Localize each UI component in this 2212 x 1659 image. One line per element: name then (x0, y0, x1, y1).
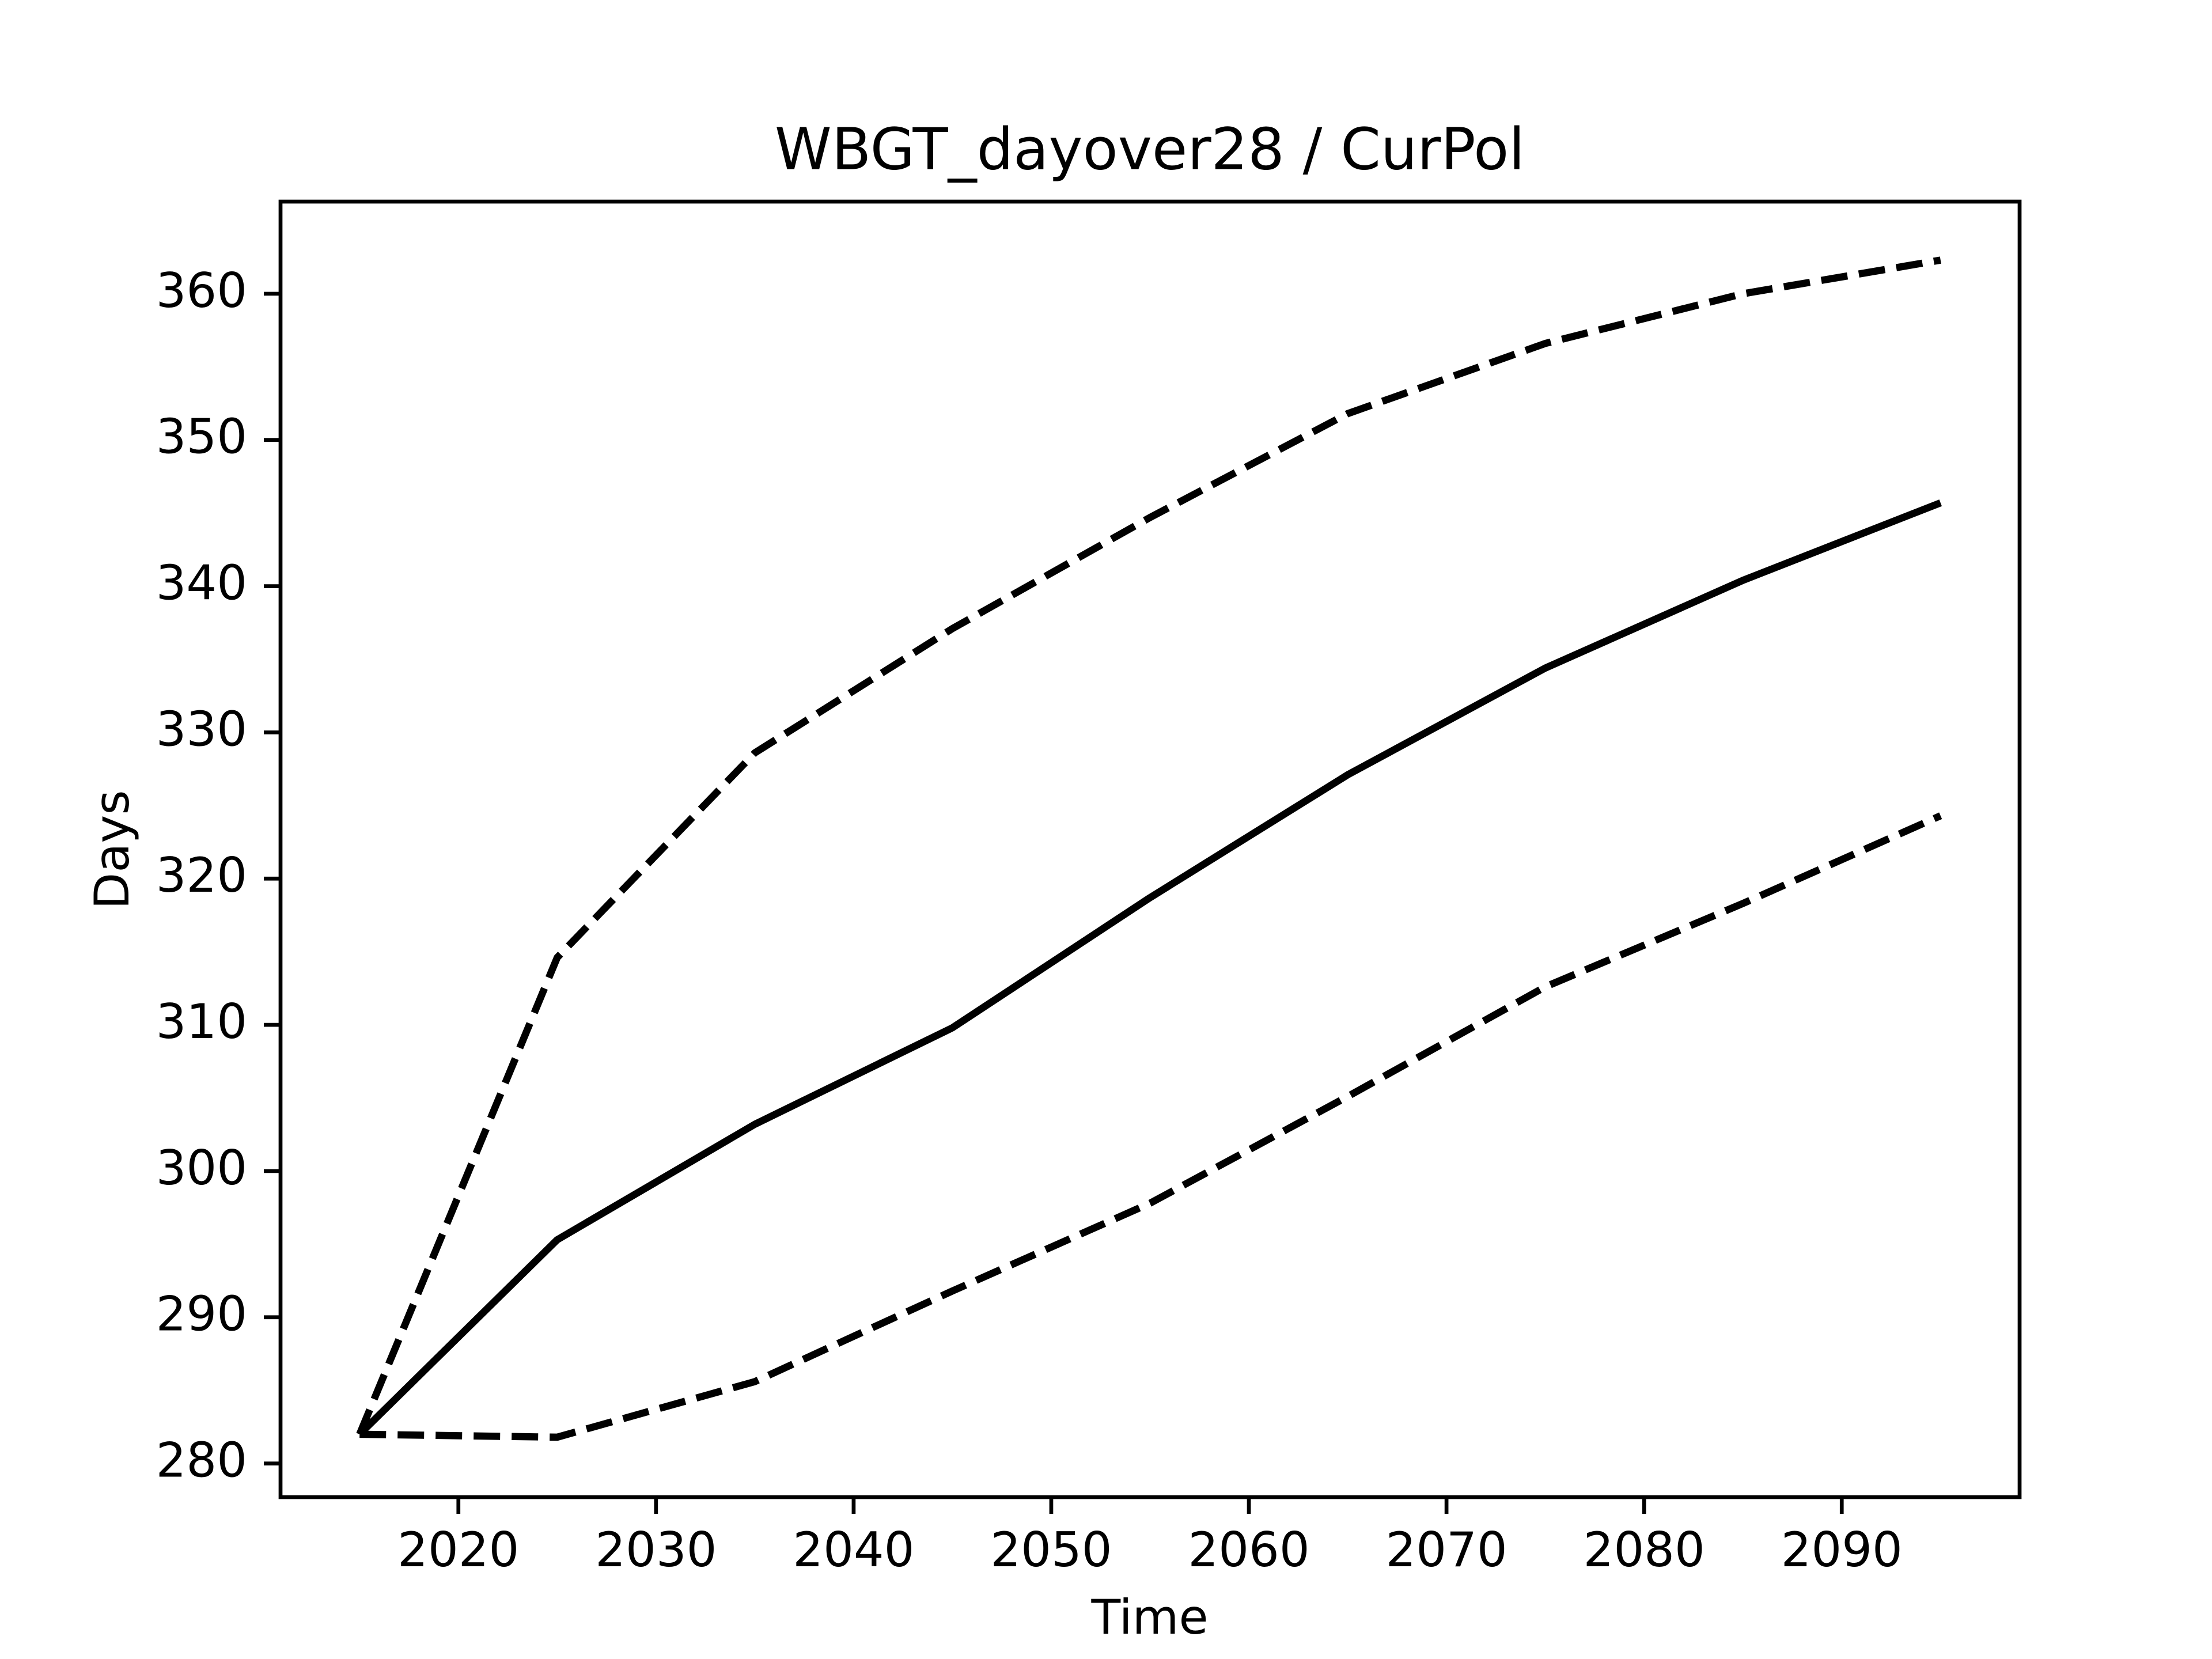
y-tick-label: 350 (156, 409, 247, 465)
line-series (356, 256, 1941, 1436)
x-tick-label: 2040 (793, 1522, 914, 1578)
x-tick-label: 2070 (1385, 1522, 1507, 1578)
x-tick-label: 2020 (397, 1522, 519, 1578)
y-tick-label: 320 (156, 847, 247, 903)
chart-title: WBGT_dayover28 / CurPol (775, 115, 1525, 183)
y-tick-label: 310 (156, 994, 247, 1050)
x-tick-label: 2090 (1781, 1522, 1903, 1578)
line-series (359, 812, 1942, 1441)
y-tick-label: 330 (156, 701, 247, 757)
y-axis-label: Days (84, 790, 140, 909)
y-tick-label: 280 (156, 1433, 247, 1488)
x-tick-label: 2050 (990, 1522, 1112, 1578)
line-series (357, 499, 1942, 1437)
x-axis-label: Time (1090, 1589, 1208, 1645)
x-tick-label: 2080 (1584, 1522, 1705, 1578)
plot-frame (278, 199, 2022, 1499)
x-tick-label: 2060 (1188, 1522, 1309, 1578)
y-tick-label: 300 (156, 1140, 247, 1196)
y-tick-label: 290 (156, 1286, 247, 1342)
y-tick-label: 340 (156, 555, 247, 611)
x-tick-label: 2030 (595, 1522, 717, 1578)
y-tick-label: 360 (156, 263, 247, 319)
